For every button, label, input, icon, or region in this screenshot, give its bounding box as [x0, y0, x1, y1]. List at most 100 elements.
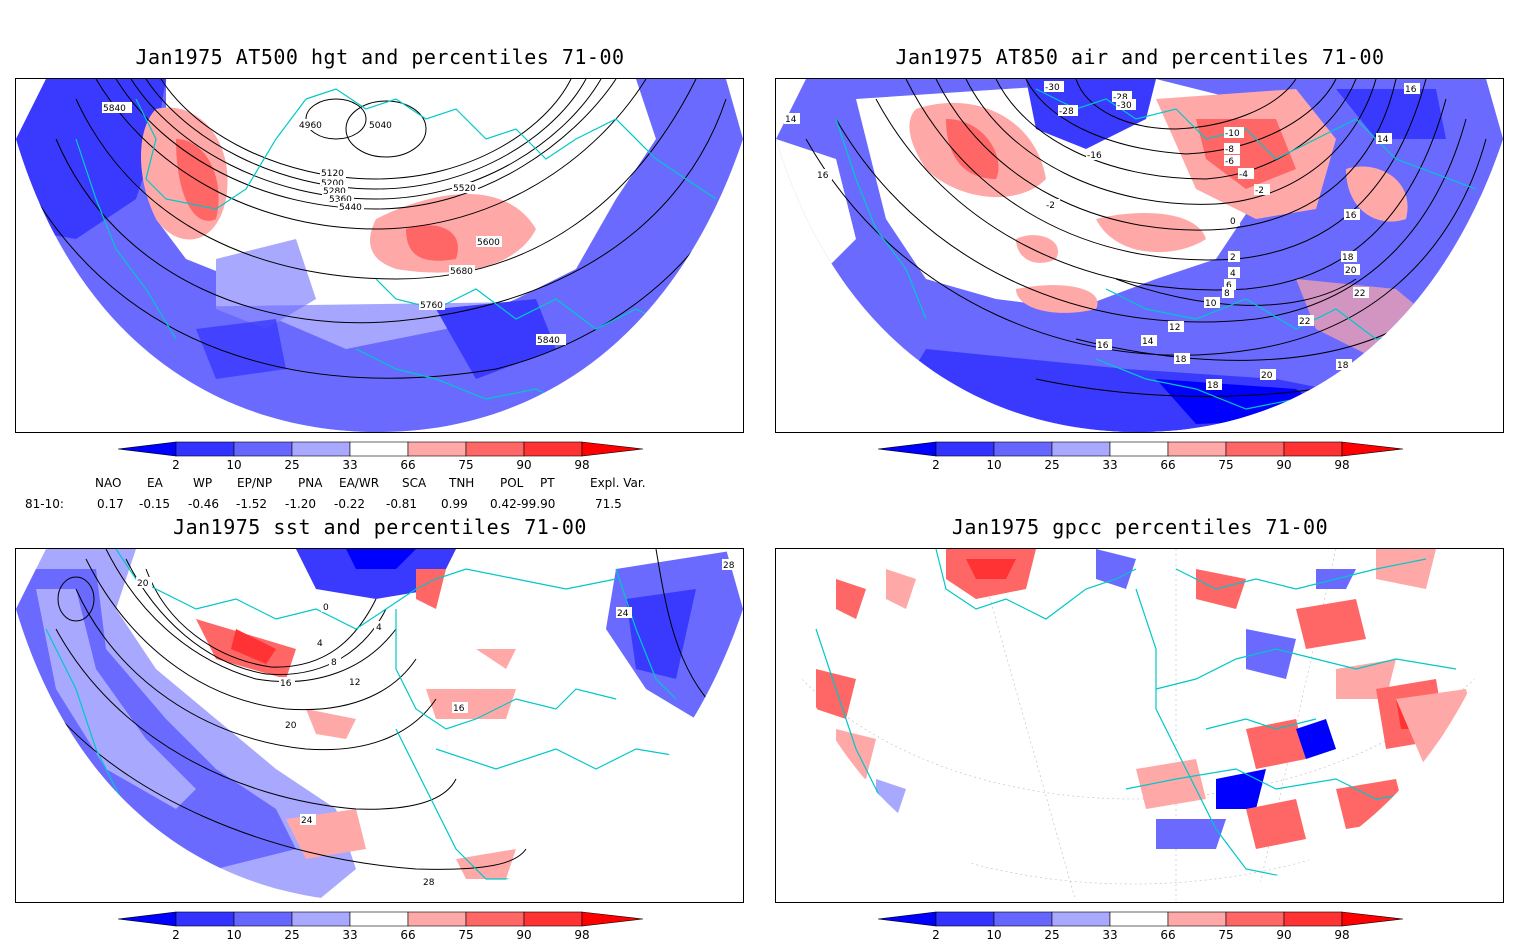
contour-label: 8: [331, 658, 337, 668]
colorbar-segment: [935, 911, 995, 927]
index-name: EP/NP: [237, 476, 273, 490]
colorbar-tick-label: 33: [1102, 928, 1118, 942]
colorbar-tick-label: 2: [932, 928, 940, 942]
colorbar-tick-label: 66: [400, 458, 416, 472]
contour-label: 5040: [369, 121, 392, 131]
index-name: POL: [500, 476, 524, 490]
index-value: -0.15: [139, 497, 171, 511]
contour-label: -28: [1113, 93, 1128, 103]
contour-label: 20: [137, 579, 149, 589]
colorbar-air850-svg: [877, 441, 1404, 457]
colorbar-tick-label: 98: [1334, 458, 1350, 472]
contour-label: 4: [1230, 269, 1236, 279]
contour-label: 5520: [453, 184, 476, 194]
colorbar-segment: [233, 911, 293, 927]
contour-label: 16: [817, 171, 829, 181]
colorbar-tick-label: 10: [226, 928, 242, 942]
colorbar-segment: [407, 441, 467, 457]
colorbar-segment: [291, 441, 351, 457]
colorbar-segment: [175, 911, 235, 927]
colorbar-sst: 2 10 25 33 66 75 90 98: [117, 910, 644, 942]
contour-label: 0: [323, 603, 329, 613]
colorbar-tick-label: 66: [1160, 458, 1176, 472]
index-value: -0.46: [188, 497, 220, 511]
colorbar-tick-label: 98: [574, 928, 590, 942]
colorbar-segment: [117, 441, 177, 457]
contour-label: 28: [723, 561, 735, 571]
panel4-title: Jan1975 gpcc percentiles 71-00: [951, 515, 1329, 539]
index-name: NAO: [95, 476, 122, 490]
index-value: 0.42-99.90: [490, 497, 556, 511]
panel2-title: Jan1975 AT850 air and percentiles 71-00: [895, 45, 1385, 69]
contour-label: 22: [1354, 289, 1365, 299]
contour-label: -8: [1225, 145, 1234, 155]
colorbar-segment: [349, 441, 409, 457]
contour-label: 5440: [339, 203, 362, 213]
colorbar-segment: [877, 441, 937, 457]
contour-label: 12: [349, 678, 360, 688]
index-row-label: 81-10:: [25, 497, 64, 511]
colorbar-tick-label: 75: [458, 458, 474, 472]
colorbar-hgt500: 2 10 25 33 66 75 90 98: [117, 440, 644, 474]
colorbar-sst-svg: [117, 911, 644, 927]
map-air850-svg: -30 -28 -28 -30 -16 -2 -10 -8 -6 -4 -2 0…: [776, 79, 1503, 432]
colorbar-tick-label: 25: [284, 928, 300, 942]
contour-label: -30: [1117, 101, 1132, 111]
colorbar-tick-label: 75: [1218, 458, 1234, 472]
colorbar-air850: 2 10 25 33 66 75 90 98: [877, 440, 1404, 474]
colorbar-segment: [465, 441, 525, 457]
colorbar-segment: [523, 441, 583, 457]
contour-label: -4: [1239, 170, 1248, 180]
colorbar-tick-label: 98: [574, 458, 590, 472]
map-gpcc-svg: [776, 549, 1503, 902]
colorbar-tick-label: 90: [516, 928, 532, 942]
colorbar-segment: [523, 911, 583, 927]
colorbar-tick-label: 10: [986, 458, 1002, 472]
index-name: Expl. Var.: [590, 476, 646, 490]
contour-label: 16: [453, 704, 465, 714]
contour-label: 20: [285, 721, 297, 731]
contour-label: 18: [1337, 361, 1349, 371]
contour-label: 20: [1345, 266, 1357, 276]
colorbar-segment: [1109, 441, 1169, 457]
colorbar-tick-label: 10: [226, 458, 242, 472]
contour-label: -30: [1045, 83, 1060, 93]
colorbar-tick-label: 66: [1160, 928, 1176, 942]
contour-label: 20: [1261, 371, 1273, 381]
colorbar-hgt500-svg: [117, 441, 644, 457]
colorbar-tick-label: 25: [1044, 928, 1060, 942]
colorbar-segment: [117, 911, 177, 927]
contour-label: 5600: [477, 238, 500, 248]
contour-label: 14: [785, 115, 797, 125]
contour-label: 16: [280, 679, 292, 689]
colorbar-tick-label: 75: [1218, 928, 1234, 942]
index-value: 0.17: [97, 497, 124, 511]
colorbar-tick-label: 98: [1334, 928, 1350, 942]
colorbar-tick-label: 2: [172, 928, 180, 942]
map-panel-air850: -30 -28 -28 -30 -16 -2 -10 -8 -6 -4 -2 0…: [775, 78, 1504, 433]
colorbar-segment: [465, 911, 525, 927]
map-panel-hgt500: 5840 4960 5040 5120 5200 5280 5360 5440 …: [15, 78, 744, 433]
colorbar-segment: [993, 441, 1053, 457]
panel3-title: Jan1975 sst and percentiles 71-00: [173, 515, 587, 539]
map-panel-gpcc: [775, 548, 1504, 903]
colorbar-segment: [349, 911, 409, 927]
colorbar-tick-label: 10: [986, 928, 1002, 942]
colorbar-segment: [1051, 441, 1111, 457]
colorbar-segment: [1225, 911, 1285, 927]
contour-label: -2: [1046, 201, 1055, 211]
contour-label: 5840: [103, 104, 126, 114]
colorbar-segment: [581, 441, 644, 457]
colorbar-segment: [877, 911, 937, 927]
index-name: EA: [147, 476, 163, 490]
index-name: EA/WR: [339, 476, 380, 490]
index-name: WP: [193, 476, 213, 490]
colorbar-segment: [291, 911, 351, 927]
contour-label: 16: [1345, 211, 1357, 221]
contour-label: 4: [317, 639, 323, 649]
colorbar-tick-label: 90: [516, 458, 532, 472]
colorbar-tick-label: 33: [1102, 458, 1118, 472]
colorbar-segment: [1167, 441, 1227, 457]
index-value: -0.22: [334, 497, 366, 511]
index-name: SCA: [402, 476, 427, 490]
